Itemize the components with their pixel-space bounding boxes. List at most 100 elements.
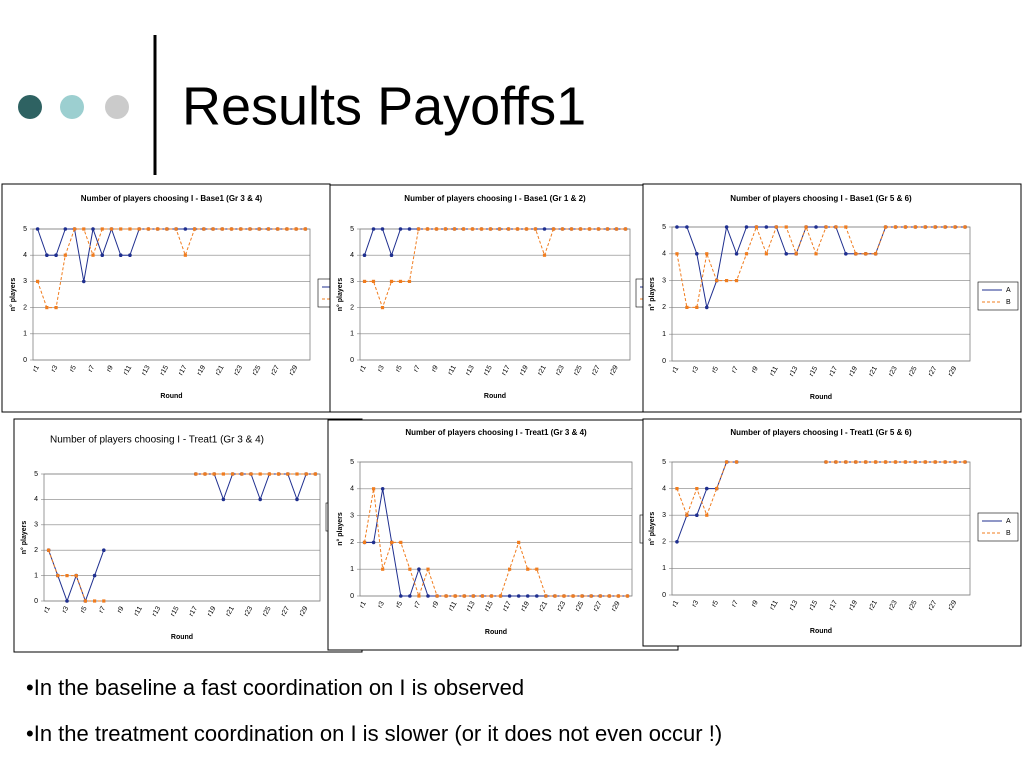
x-tick-label: r29: [947, 599, 958, 611]
legend-box: [977, 512, 1019, 542]
point: [685, 225, 689, 229]
x-tick-label: r11: [122, 364, 133, 376]
point: [65, 574, 69, 578]
point: [864, 252, 868, 256]
point: [202, 227, 206, 231]
point: [435, 594, 439, 598]
x-tick-label: r15: [808, 365, 819, 377]
x-tick-label: r21: [868, 365, 879, 377]
point: [257, 227, 261, 231]
x-tick-label: r29: [288, 364, 299, 376]
point: [824, 225, 828, 229]
point: [82, 227, 86, 231]
point: [764, 252, 768, 256]
x-tick-label: r25: [574, 600, 585, 612]
point: [625, 594, 630, 598]
x-tick-label: r27: [270, 364, 281, 376]
point: [266, 227, 271, 231]
chart: Number of players choosing I - Treat1 (G…: [327, 419, 681, 651]
point: [607, 594, 611, 598]
legend-label: B: [1006, 299, 1011, 306]
point: [704, 305, 709, 310]
chart-title: Number of players choosing I - Base1 (Gr…: [81, 194, 263, 203]
point: [580, 594, 584, 598]
point: [804, 225, 808, 229]
point: [408, 594, 412, 598]
y-tick-label: 3: [662, 277, 666, 284]
point: [596, 227, 601, 231]
dot: [105, 95, 129, 119]
y-tick-label: 0: [23, 357, 27, 364]
point: [286, 472, 290, 476]
point: [183, 253, 187, 257]
point: [461, 227, 466, 231]
point: [515, 227, 520, 231]
point: [221, 497, 226, 502]
point: [380, 227, 385, 231]
chart: Number of players choosing I - Base1 (Gr…: [642, 183, 1022, 413]
point: [380, 306, 385, 310]
x-tick-label: r17: [828, 599, 839, 611]
point: [734, 252, 739, 256]
point: [784, 252, 789, 256]
x-tick-label: r3: [377, 364, 386, 373]
y-tick-label: 2: [662, 539, 666, 546]
x-tick-label: r29: [298, 605, 309, 617]
point: [883, 225, 888, 229]
point: [100, 253, 105, 257]
point: [598, 594, 602, 598]
point: [734, 460, 739, 464]
point: [589, 594, 593, 598]
point: [371, 279, 376, 283]
x-tick-label: r9: [106, 364, 115, 373]
point: [470, 227, 475, 231]
y-tick-label: 1: [350, 331, 354, 338]
point: [516, 594, 521, 598]
point: [91, 227, 95, 231]
x-axis-label: Round: [160, 393, 182, 400]
point: [203, 472, 207, 476]
y-tick-label: 0: [350, 593, 354, 600]
point: [724, 225, 729, 229]
point: [814, 252, 818, 256]
point: [715, 487, 719, 491]
y-tick-label: 2: [662, 304, 666, 311]
point: [605, 227, 610, 231]
x-tick-label: r15: [484, 600, 495, 612]
slide-title: Results Payoffs1: [182, 76, 586, 136]
point: [854, 252, 858, 256]
x-tick-label: r27: [927, 599, 938, 611]
point: [774, 225, 778, 229]
x-tick-label: r21: [214, 364, 225, 376]
point: [93, 599, 97, 603]
point: [874, 252, 878, 256]
point: [285, 227, 289, 231]
point: [844, 252, 848, 256]
y-axis-label: n° players: [336, 512, 344, 546]
point: [249, 472, 253, 476]
point: [784, 225, 788, 229]
x-tick-label: r7: [731, 365, 740, 374]
point: [695, 487, 699, 491]
y-axis-label: n° players: [9, 278, 17, 312]
series-line: [364, 488, 628, 598]
x-tick-label: r13: [466, 600, 477, 612]
point: [128, 227, 132, 231]
point: [695, 252, 699, 256]
y-tick-label: 4: [662, 485, 666, 492]
x-tick-label: r19: [848, 599, 859, 611]
x-tick-label: r9: [431, 600, 440, 609]
point: [953, 225, 957, 229]
point: [119, 227, 123, 231]
point: [426, 594, 430, 598]
x-tick-label: r27: [927, 365, 938, 377]
y-tick-label: 5: [23, 226, 27, 233]
point: [221, 472, 225, 476]
point: [277, 472, 281, 476]
point: [408, 567, 412, 571]
plot-area: [32, 228, 311, 361]
y-tick-label: 3: [34, 522, 38, 529]
point: [362, 540, 367, 544]
point: [425, 227, 430, 231]
y-tick-label: 4: [23, 252, 27, 259]
